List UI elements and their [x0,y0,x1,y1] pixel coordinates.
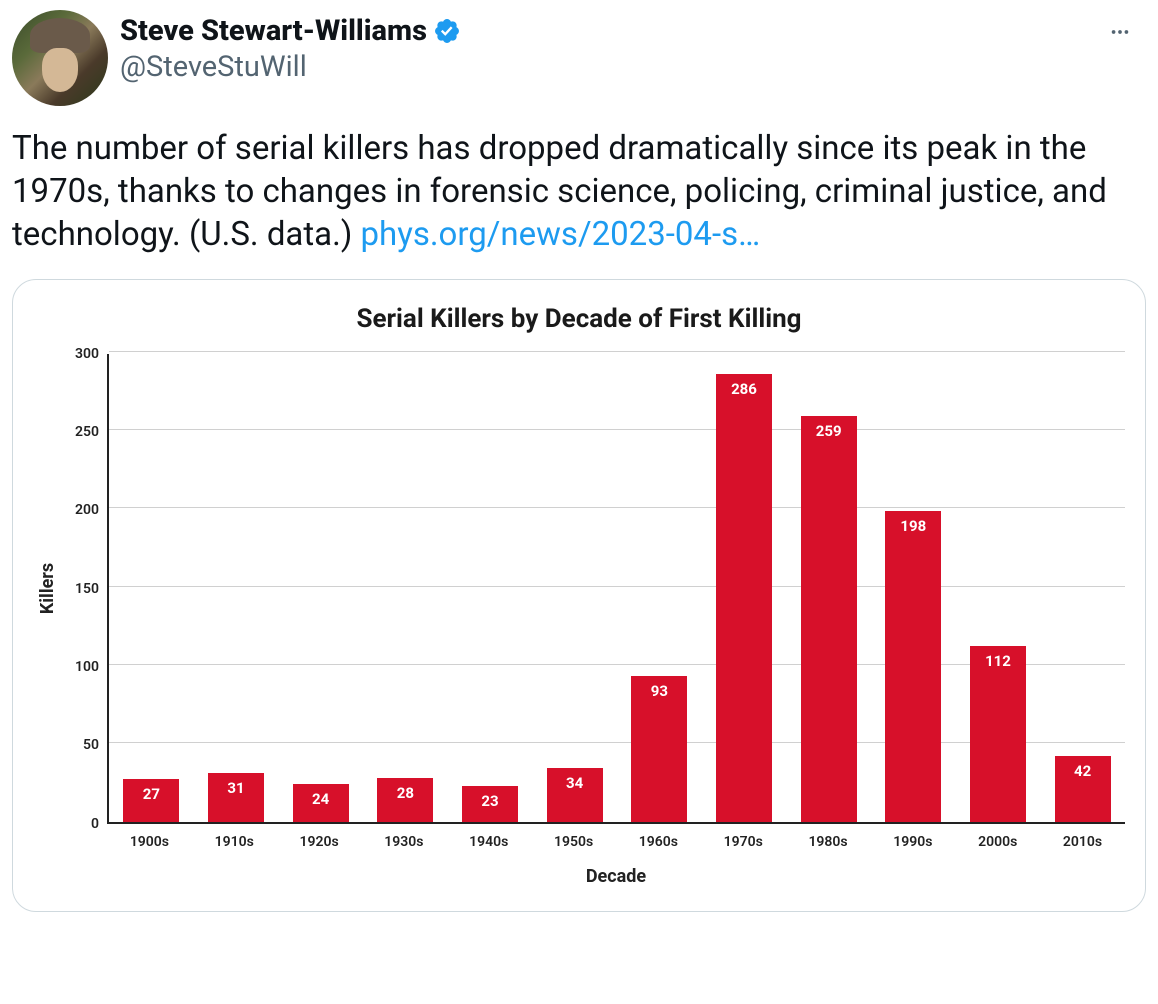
gridline [109,429,1125,430]
gridline [109,351,1125,352]
ytick-label: 100 [75,659,99,675]
bar: 31 [208,773,264,822]
chart-plot: 27 31 24 28 23 34 93 286 259 198 112 42 [107,354,1125,824]
bar-value-label: 112 [970,652,1026,670]
ytick-label: 250 [75,424,99,440]
xtick-label: 1970s [701,824,786,850]
bar: 24 [293,784,349,822]
bar-value-label: 28 [377,784,433,802]
ylabel-container: Killers [33,354,63,824]
author-line: Steve Stewart-Williams [120,14,461,48]
chart-area: Killers 300250200150100500 2731242823349… [33,354,1125,824]
xtick-label: 1960s [616,824,701,850]
bar-value-label: 93 [631,682,687,700]
chart-xlabel: Decade [107,866,1125,887]
ytick-label: 0 [91,816,99,832]
xtick-label: 1900s [107,824,192,850]
bar-value-label: 259 [801,422,857,440]
bar: 198 [885,511,941,821]
bar-value-label: 31 [208,779,264,797]
gridline [109,507,1125,508]
ytick-label: 150 [75,581,99,597]
bar-value-label: 198 [885,517,941,535]
bar: 259 [801,416,857,822]
bar: 23 [462,786,518,822]
xtick-label: 1940s [446,824,531,850]
bar: 112 [970,646,1026,821]
tweet-header: Steve Stewart-Williams @SteveStuWill [12,10,1146,106]
xaxis-row: 1900s1910s1920s1930s1940s1950s1960s1970s… [33,824,1125,895]
xtick-label: 1990s [870,824,955,850]
bar-value-label: 24 [293,790,349,808]
more-icon [1109,21,1131,43]
xtick-label: 1910s [192,824,277,850]
bar-value-label: 42 [1055,762,1111,780]
xtick-label: 1920s [277,824,362,850]
avatar[interactable] [12,10,108,106]
bar: 42 [1055,756,1111,822]
ytick-label: 300 [75,346,99,362]
bar: 34 [547,768,603,821]
xtick-label: 1950s [531,824,616,850]
chart-yaxis: 300250200150100500 [63,354,107,824]
bar: 28 [377,778,433,822]
gridline [109,586,1125,587]
bar-value-label: 23 [462,792,518,810]
chart-title: Serial Killers by Decade of First Killin… [33,304,1125,334]
bar-value-label: 27 [123,785,179,803]
ytick-label: 200 [75,502,99,518]
chart-card: Serial Killers by Decade of First Killin… [12,279,1146,912]
bar: 27 [123,779,179,821]
bar: 286 [716,374,772,822]
xtick-label: 2000s [955,824,1040,850]
chart-xaxis: 1900s1910s1920s1930s1940s1950s1960s1970s… [107,824,1125,850]
tweet-text: The number of serial killers has dropped… [12,128,1146,257]
verified-badge-icon [433,17,461,45]
xtick-label: 2010s [1040,824,1125,850]
more-menu-button[interactable] [1102,14,1138,50]
tweet-link[interactable]: phys.org/news/2023-04-s… [361,215,761,254]
bar-value-label: 34 [547,774,603,792]
author-block: Steve Stewart-Williams @SteveStuWill [120,10,461,84]
xtick-label: 1930s [361,824,446,850]
bar-value-label: 286 [716,380,772,398]
author-handle[interactable]: @SteveStuWill [120,50,461,84]
bar: 93 [631,676,687,822]
author-name[interactable]: Steve Stewart-Williams [120,14,427,48]
ytick-label: 50 [83,737,99,753]
chart-ylabel: Killers [38,563,59,614]
xtick-label: 1980s [786,824,871,850]
